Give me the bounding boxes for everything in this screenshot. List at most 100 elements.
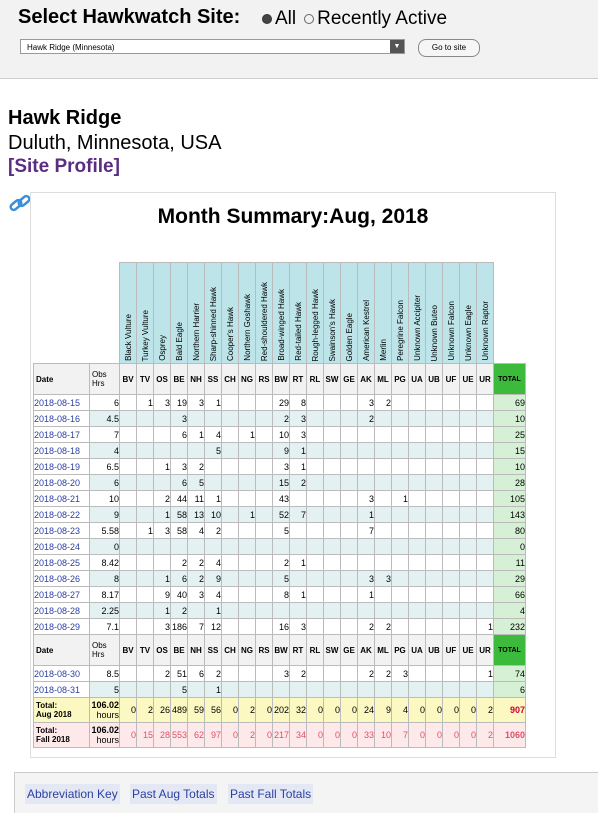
- table-row: 2018-08-17 7 6 1 4 1 10 3 25: [33, 426, 526, 443]
- row-count-cell: [391, 394, 409, 411]
- row-count-cell: 5: [187, 474, 205, 491]
- species-name-label: Bald Eagle: [174, 322, 184, 361]
- row-date-link[interactable]: 2018-08-17: [33, 426, 90, 443]
- total-aug-row-count: 0: [221, 697, 239, 723]
- row-date-link[interactable]: 2018-08-26: [33, 570, 90, 587]
- species-abbr-header: RT: [289, 363, 307, 395]
- row-count-cell: 3: [170, 410, 188, 427]
- species-name-header: Swainson's Hawk: [323, 262, 341, 364]
- row-count-cell: [238, 618, 256, 635]
- row-date-link[interactable]: 2018-08-31: [33, 681, 90, 698]
- row-count-cell: [425, 618, 443, 635]
- row-count-cell: [238, 410, 256, 427]
- row-count-cell: [459, 522, 477, 539]
- past-aug-totals-link[interactable]: Past Aug Totals: [130, 784, 217, 804]
- total-aug-row-count: 4: [391, 697, 409, 723]
- row-count-cell: [476, 522, 494, 539]
- row-date-link[interactable]: 2018-08-15: [33, 394, 90, 411]
- row-total: 4: [493, 602, 526, 619]
- abbreviation-key-link[interactable]: Abbreviation Key: [25, 784, 120, 804]
- row-count-cell: [442, 474, 460, 491]
- row-count-cell: [306, 554, 324, 571]
- row-date-link[interactable]: 2018-08-30: [33, 665, 90, 682]
- radio-recent-label: Recently Active: [317, 8, 448, 29]
- row-date-link[interactable]: 2018-08-16: [33, 410, 90, 427]
- species-name-header: Osprey: [153, 262, 171, 364]
- row-count-cell: 2: [187, 458, 205, 475]
- species-abbr-header: BV: [119, 634, 137, 666]
- row-date-link[interactable]: 2018-08-29: [33, 618, 90, 635]
- row-count-cell: [238, 490, 256, 507]
- selector-title: Select Hawkwatch Site:: [18, 6, 241, 28]
- past-fall-totals-link[interactable]: Past Fall Totals: [228, 784, 314, 804]
- total-fall-row-hours: 106.02 hours: [89, 722, 120, 748]
- row-date-link[interactable]: 2018-08-21: [33, 490, 90, 507]
- row-count-cell: [459, 442, 477, 459]
- site-location: Duluth, Minnesota, USA: [8, 132, 222, 154]
- radio-all-button[interactable]: [262, 14, 272, 24]
- species-abbr-header: SS: [204, 363, 222, 395]
- row-date-link[interactable]: 2018-08-28: [33, 602, 90, 619]
- total-aug-row-count: 202: [272, 697, 290, 723]
- row-count-cell: [238, 586, 256, 603]
- species-name-label: Golden Eagle: [344, 312, 354, 361]
- row-count-cell: 9: [153, 586, 171, 603]
- row-count-cell: [306, 394, 324, 411]
- total-aug-row-count: 0: [119, 697, 137, 723]
- site-dropdown[interactable]: Hawk Ridge (Minnesota) ▼: [20, 39, 405, 54]
- row-date-link[interactable]: 2018-08-27: [33, 586, 90, 603]
- row-count-cell: [255, 490, 273, 507]
- go-to-site-button[interactable]: Go to site: [418, 39, 480, 57]
- row-count-cell: [119, 442, 137, 459]
- row-date-link[interactable]: 2018-08-20: [33, 474, 90, 491]
- row-obs-hrs: 7.1: [89, 618, 120, 635]
- species-name-header: Northern Goshawk: [238, 262, 256, 364]
- row-count-cell: [442, 618, 460, 635]
- species-name-label: Red-tailed Hawk: [293, 302, 303, 361]
- site-profile-link[interactable]: [Site Profile]: [8, 156, 120, 177]
- total-header: TOTAL: [493, 634, 526, 666]
- row-count-cell: [289, 602, 307, 619]
- row-count-cell: 6: [170, 426, 188, 443]
- row-date-link[interactable]: 2018-08-23: [33, 522, 90, 539]
- row-count-cell: [119, 681, 137, 698]
- radio-recent-option[interactable]: Recently Active: [304, 8, 447, 30]
- radio-all-option[interactable]: All: [262, 8, 296, 30]
- total-fall-row-count: 0: [323, 722, 341, 748]
- row-count-cell: [391, 474, 409, 491]
- chain-link-icon[interactable]: [8, 193, 32, 215]
- species-name-header: Sharp-shinned Hawk: [204, 262, 222, 364]
- row-count-cell: [119, 602, 137, 619]
- row-count-cell: [425, 602, 443, 619]
- row-count-cell: [119, 522, 137, 539]
- row-count-cell: [476, 554, 494, 571]
- row-count-cell: [221, 681, 239, 698]
- row-count-cell: [119, 506, 137, 523]
- row-count-cell: 1: [153, 602, 171, 619]
- row-count-cell: [306, 681, 324, 698]
- row-total: 0: [493, 538, 526, 555]
- species-name-label: Sharp-shinned Hawk: [208, 286, 218, 361]
- table-row: 2018-08-27 8.17 9 40 3 4 8 1 1 66: [33, 586, 526, 603]
- species-name-label: Turkey Vulture: [140, 309, 150, 361]
- row-date-link[interactable]: 2018-08-18: [33, 442, 90, 459]
- row-count-cell: [119, 538, 137, 555]
- row-count-cell: [459, 490, 477, 507]
- row-count-cell: [374, 506, 392, 523]
- row-date-link[interactable]: 2018-08-22: [33, 506, 90, 523]
- row-date-link[interactable]: 2018-08-19: [33, 458, 90, 475]
- row-count-cell: [323, 586, 341, 603]
- row-count-cell: [374, 522, 392, 539]
- row-count-cell: [306, 490, 324, 507]
- dropdown-arrow-icon[interactable]: ▼: [390, 40, 404, 53]
- row-count-cell: [391, 522, 409, 539]
- species-header-row: Black Vulture Turkey Vulture Osprey Bald Ea…: [33, 262, 526, 364]
- row-count-cell: [425, 426, 443, 443]
- radio-recent-button[interactable]: [304, 14, 315, 24]
- row-count-cell: [442, 681, 460, 698]
- row-count-cell: 2: [153, 665, 171, 682]
- row-count-cell: [340, 474, 358, 491]
- row-date-link[interactable]: 2018-08-24: [33, 538, 90, 555]
- row-count-cell: 1: [289, 586, 307, 603]
- row-date-link[interactable]: 2018-08-25: [33, 554, 90, 571]
